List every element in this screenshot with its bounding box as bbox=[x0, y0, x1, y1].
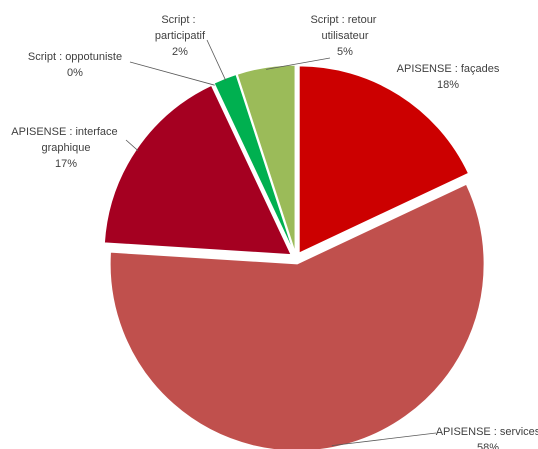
label-line: utilisateur bbox=[321, 30, 368, 42]
label-line: Script : retour bbox=[310, 14, 379, 26]
leader-line bbox=[206, 39, 227, 81]
value-label: 17% bbox=[55, 158, 77, 170]
value-label: 5% bbox=[337, 46, 353, 58]
label-line: Script : bbox=[161, 14, 198, 26]
slice-label: APISENSE : interface graphique bbox=[11, 126, 120, 154]
leader-line bbox=[125, 139, 139, 151]
slice-label: APISENSE : services bbox=[436, 426, 538, 438]
slice-label: Script : retour utilisateur bbox=[310, 14, 379, 42]
label-line: APISENSE : façades bbox=[397, 63, 500, 75]
slice-label: Script : participatif bbox=[155, 14, 206, 42]
pie-slice bbox=[236, 64, 296, 253]
value-label: 0% bbox=[67, 67, 83, 79]
leader-line bbox=[266, 57, 331, 70]
label-line: Script : oppotuniste bbox=[28, 51, 122, 63]
slice-label: Script : oppotuniste bbox=[28, 51, 122, 63]
slice-label: APISENSE : façades bbox=[397, 63, 500, 75]
label-line: participatif bbox=[155, 30, 206, 42]
labels: APISENSE : façades 18% APISENSE : services… bbox=[11, 14, 538, 449]
label-line: APISENSE : services bbox=[436, 426, 538, 438]
value-label: 2% bbox=[172, 46, 188, 58]
value-label: 58% bbox=[477, 442, 499, 449]
label-line: graphique bbox=[42, 142, 91, 154]
value-label: 18% bbox=[437, 79, 459, 91]
pie-slice bbox=[109, 183, 485, 449]
leader-line bbox=[331, 432, 437, 447]
label-line: APISENSE : interface bbox=[11, 126, 120, 138]
pie-slice bbox=[298, 65, 470, 254]
leader-line bbox=[129, 61, 215, 86]
